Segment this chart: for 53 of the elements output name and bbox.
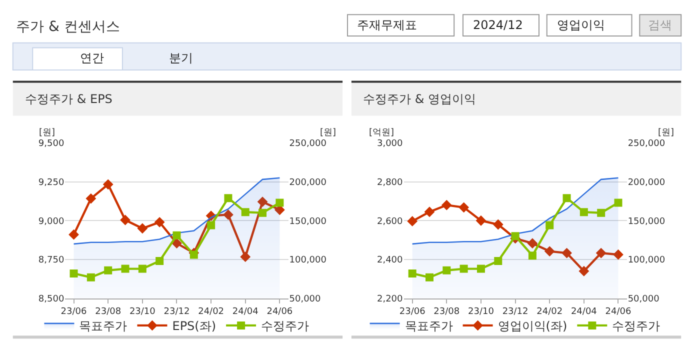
x-tick-label: 23/10 [468, 307, 494, 318]
text: 2024/12 [473, 18, 523, 32]
chart-title: 수정주가 & EPS [25, 92, 112, 106]
y2-axis-title: [원] [658, 128, 674, 138]
y2-tick-label: 250,000 [289, 139, 327, 150]
y-tick-label: 9,500 [38, 139, 64, 150]
y2-tick-label: 200,000 [289, 178, 327, 188]
x-tick-label: 23/10 [129, 307, 156, 318]
x-tick-label: 24/06 [605, 307, 632, 318]
chart-title: 수정주가 & 영업이익 [363, 92, 476, 106]
y-axis-title: [억원] [369, 128, 394, 138]
x-tick-label: 23/08 [95, 307, 122, 318]
y-tick-label: 8,500 [38, 294, 64, 304]
y2-tick-label: 150,000 [628, 216, 666, 227]
y-tick-label: 2,800 [376, 178, 404, 188]
x-tick-label: 23/08 [434, 307, 460, 318]
x-tick-label: 24/06 [266, 307, 293, 318]
y-tick-label: 3,000 [376, 139, 404, 150]
y2-axis-title: [원] [320, 128, 336, 138]
text: 주재무제표 [357, 18, 417, 32]
x-tick-label: 24/04 [570, 307, 598, 318]
legend-label: 목표주가 [79, 319, 128, 334]
legend-label: 영업이익(좌) [498, 319, 568, 334]
y2-tick-label: 50,000 [628, 294, 660, 304]
x-tick-label: 23/12 [164, 307, 190, 318]
x-tick-label: 23/06 [399, 307, 426, 318]
y2-tick-label: 250,000 [628, 139, 666, 150]
x-tick-label: 24/04 [232, 307, 259, 318]
y-tick-label: 9,000 [38, 216, 64, 227]
y2-tick-label: 50,000 [289, 294, 322, 304]
legend-label: 목표주가 [404, 319, 453, 334]
legend-label: 수정주가 [261, 319, 310, 334]
y-axis-title: [원] [39, 128, 56, 138]
y2-tick-label: 200,000 [628, 178, 666, 188]
legend-label: 수정주가 [612, 319, 660, 334]
y-tick-label: 2,200 [376, 294, 404, 304]
legend-label: EPS(좌) [172, 319, 216, 334]
y-tick-label: 2,400 [376, 256, 404, 266]
text: 주가 & 컨센서스 [16, 19, 120, 35]
y-tick-label: 2,600 [376, 216, 404, 227]
y-tick-label: 8,750 [38, 256, 64, 266]
y-tick-label: 9,250 [38, 178, 64, 188]
text: 검색 [648, 18, 672, 32]
text: 연간 [80, 51, 104, 65]
y2-tick-label: 100,000 [289, 256, 327, 266]
x-tick-label: 23/12 [502, 307, 528, 318]
x-tick-label: 24/02 [198, 307, 224, 318]
y2-tick-label: 150,000 [289, 216, 327, 227]
text: 영업이익 [557, 18, 605, 32]
text: 분기 [169, 51, 193, 65]
x-tick-label: 24/02 [536, 307, 563, 318]
x-tick-label: 23/06 [60, 307, 88, 318]
y2-tick-label: 100,000 [628, 256, 666, 266]
